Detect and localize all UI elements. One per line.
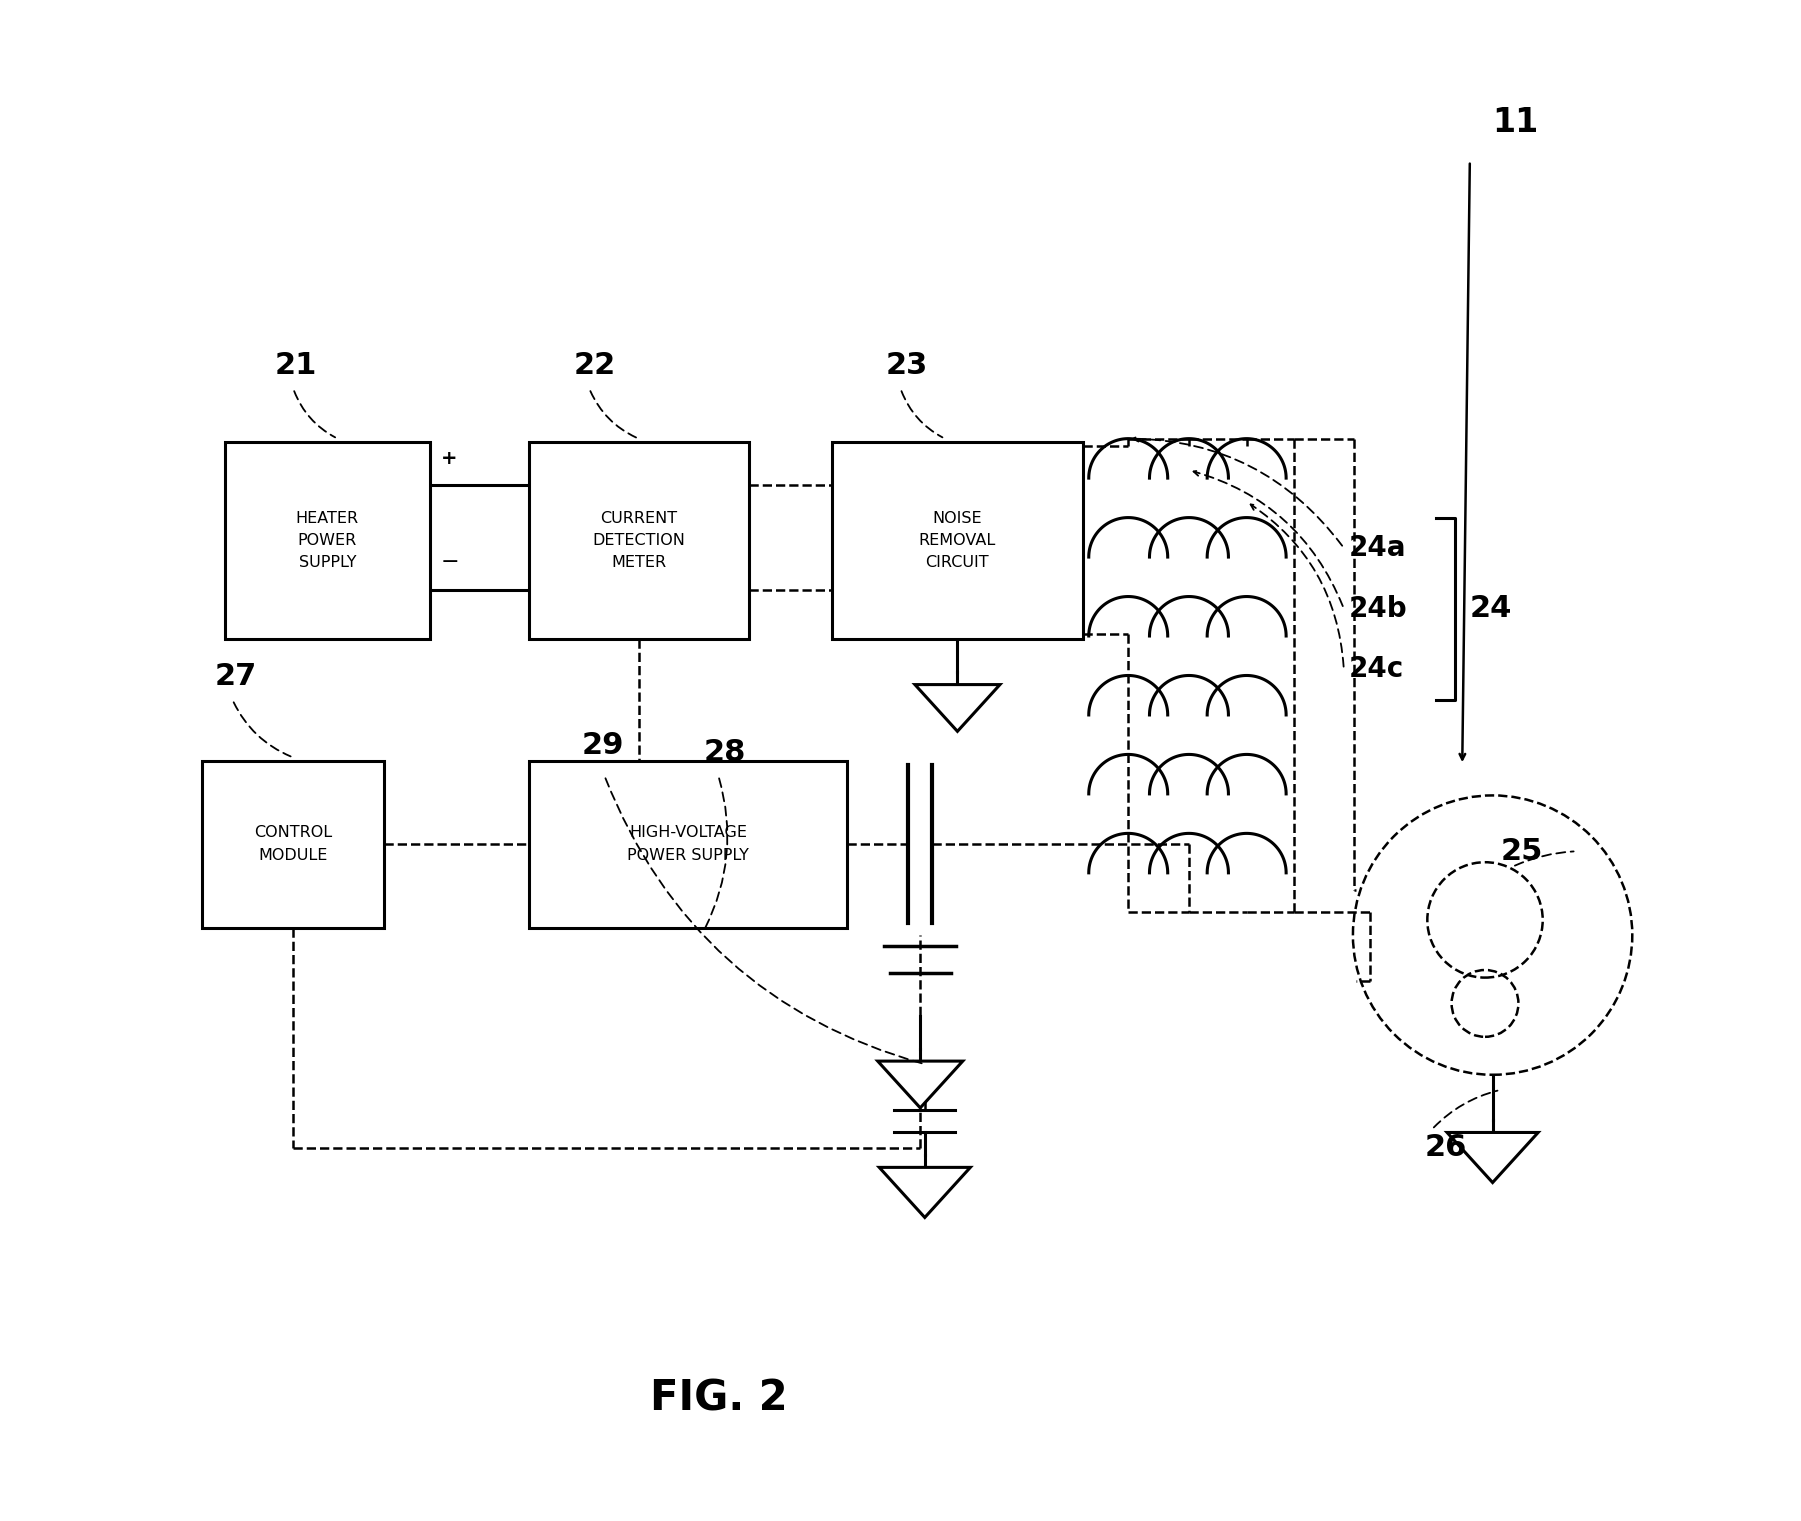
Text: 21: 21: [276, 351, 317, 380]
Polygon shape: [1446, 1133, 1538, 1182]
Polygon shape: [879, 1168, 971, 1217]
Text: CONTROL
MODULE: CONTROL MODULE: [254, 826, 331, 862]
FancyBboxPatch shape: [832, 441, 1082, 639]
Text: 23: 23: [886, 351, 928, 380]
Text: FIG. 2: FIG. 2: [650, 1377, 787, 1419]
Text: HIGH-VOLTAGE
POWER SUPPLY: HIGH-VOLTAGE POWER SUPPLY: [627, 826, 749, 862]
Polygon shape: [877, 1062, 964, 1107]
Text: 27: 27: [214, 663, 256, 692]
FancyBboxPatch shape: [225, 441, 430, 639]
Text: CURRENT
DETECTION
METER: CURRENT DETECTION METER: [593, 511, 684, 570]
Text: 29: 29: [582, 730, 625, 760]
Text: 28: 28: [702, 738, 746, 768]
Polygon shape: [915, 684, 1000, 732]
FancyBboxPatch shape: [528, 760, 846, 928]
Text: 22: 22: [575, 351, 616, 380]
Text: 24c: 24c: [1349, 656, 1403, 683]
Text: HEATER
POWER
SUPPLY: HEATER POWER SUPPLY: [295, 511, 358, 570]
Text: NOISE
REMOVAL
CIRCUIT: NOISE REMOVAL CIRCUIT: [919, 511, 996, 570]
Text: +: +: [441, 449, 457, 468]
Text: −: −: [441, 552, 459, 572]
Text: 24a: 24a: [1349, 534, 1407, 561]
Text: 25: 25: [1500, 837, 1543, 865]
Text: 11: 11: [1493, 106, 1538, 140]
Text: 24: 24: [1470, 595, 1513, 624]
Text: 26: 26: [1425, 1133, 1466, 1162]
FancyBboxPatch shape: [528, 441, 749, 639]
FancyBboxPatch shape: [202, 760, 384, 928]
Text: 24b: 24b: [1349, 595, 1407, 622]
